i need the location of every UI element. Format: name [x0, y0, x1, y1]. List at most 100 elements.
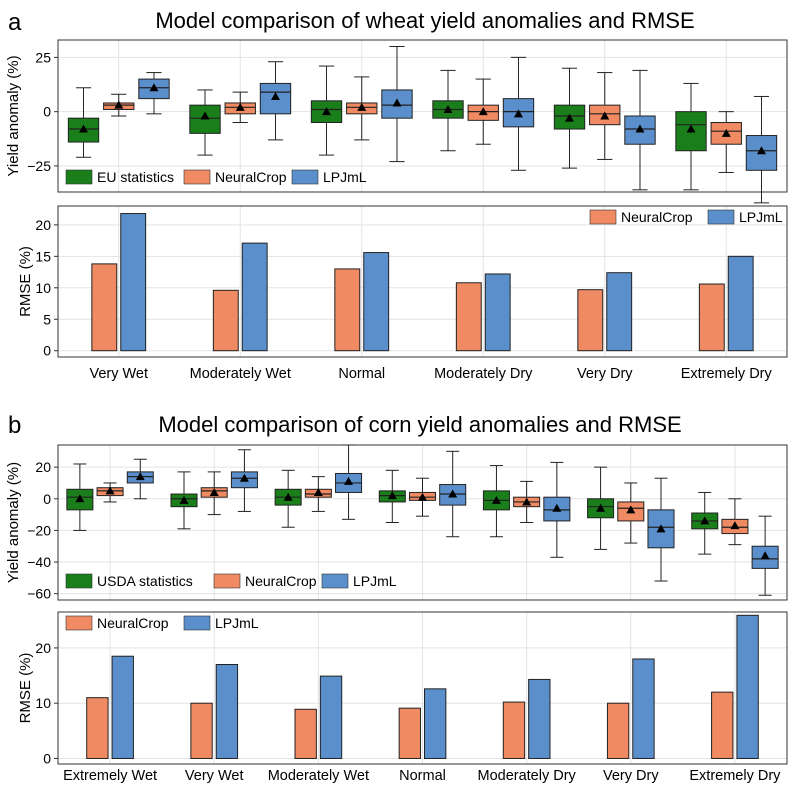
b-rmse-bar-lpjml-very-wet [215, 664, 239, 759]
a-rmse-frame [57, 205, 788, 358]
b-box-usda-statistics-extremely-wet-mean-marker [75, 494, 85, 503]
b-category-label-moderately-wet: Moderately Wet [268, 768, 369, 784]
a-box-eu-statistics-very-dry-mean-marker [565, 113, 575, 122]
a-box-ytick-label: 25 [35, 49, 51, 65]
b-rmse-legend-swatch-lpjml [183, 615, 211, 631]
b-box-usda-statistics-normal-mean-marker [387, 491, 397, 500]
b-box-usda-statistics-very-wet-mean-marker [179, 495, 189, 504]
b-rmse-ytick-label: 20 [35, 640, 51, 656]
a-box-eu-statistics-extremely-dry-mean-marker [686, 124, 696, 133]
b-box-legend-swatch-neuralcrop [213, 573, 241, 589]
a-category-label-very-dry: Very Dry [577, 366, 633, 382]
b-box-neuralcrop-normal-mean-marker [418, 492, 427, 501]
a-rmse-bar-lpjml-normal [363, 252, 390, 352]
b-box-legend-label-lpjml: LPJmL [353, 573, 397, 589]
a-rmse-bar-lpjml-moderately-wet [241, 242, 268, 352]
a-rmse-legend-swatch-lpjml [707, 209, 735, 225]
a-box-legend-label-eu-statistics: EU statistics [97, 169, 174, 185]
b-box-neuralcrop-moderately-wet-mean-marker [313, 487, 323, 496]
b-box-ytick-label: −60 [27, 586, 51, 602]
a-rmse-bar-neuralcrop-very-wet [91, 263, 118, 352]
b-box-legend-swatch-lpjml [321, 573, 349, 589]
a-box-lpjml-normal-mean-marker [392, 98, 402, 107]
b-rmse-bar-lpjml-very-dry [632, 658, 655, 759]
a-box-neuralcrop-moderately-wet-mean-marker [235, 102, 245, 111]
a-box-ytick-label: −25 [27, 158, 51, 174]
b-rmse-bar-neuralcrop-extremely-dry [711, 691, 734, 759]
b-box-lpjml-normal-mean-marker [448, 489, 458, 498]
a-category-label-very-wet: Very Wet [89, 366, 148, 382]
a-box-legend-swatch-neuralcrop [183, 169, 211, 185]
a-box-eu-statistics-moderately-wet-mean-marker [200, 111, 210, 120]
b-rmse-bar-neuralcrop-very-dry [606, 702, 630, 759]
a-category-label-moderately-dry: Moderately Dry [434, 366, 533, 382]
b-box-usda-statistics-very-dry-mean-marker [596, 503, 606, 512]
a-box-neuralcrop-very-wet-mean-marker [114, 100, 124, 109]
a-rmse-bar-neuralcrop-normal [334, 268, 361, 352]
b-box-neuralcrop-moderately-dry-mean-marker [522, 497, 532, 506]
b-rmse-bar-lpjml-extremely-wet [111, 655, 134, 759]
a-box-lpjml-extremely-dry-mean-marker [756, 146, 766, 155]
a-box-eu-statistics-moderately-wet-box [189, 104, 221, 134]
wheat-boxplot-chart: 25 0 −25 Yield anomaly (%) EU statistics Neur… [5, 39, 788, 204]
b-box-neuralcrop-extremely-dry-mean-marker [730, 521, 740, 530]
b-rmse-bar-neuralcrop-extremely-wet [86, 697, 109, 759]
a-box-legend-swatch-eu-statistics [65, 169, 93, 185]
a-rmse-legend-label-neuralcrop: NeuralCrop [621, 209, 693, 225]
b-box-lpjml-extremely-dry-mean-marker [760, 551, 770, 560]
a-box-lpjml-very-wet-mean-marker [149, 83, 159, 92]
b-box-ytick-label: −40 [27, 554, 51, 570]
a-box-legend-swatch-lpjml [291, 169, 319, 185]
a-rmse-ytick-label: 0 [43, 343, 51, 359]
b-rmse-bar-neuralcrop-moderately-wet [294, 708, 317, 759]
a-box-neuralcrop-very-dry-mean-marker [600, 111, 610, 120]
b-category-label-very-dry: Very Dry [603, 768, 659, 784]
panel-b-title: Model comparison of corn yield anomalies… [158, 412, 681, 437]
a-box-legend-label-lpjml: LPJmL [323, 169, 367, 185]
b-box-neuralcrop-very-wet-mean-marker [209, 487, 219, 496]
panel-a: a Model comparison of wheat yield anomal… [5, 8, 788, 382]
panel-letter-b: b [8, 412, 21, 439]
a-rmse-ytick-label: 5 [43, 311, 51, 327]
a-rmse-ytick-label: 15 [35, 248, 51, 264]
b-category-label-moderately-dry: Moderately Dry [477, 768, 576, 784]
a-rmse-bar-lpjml-moderately-dry [484, 273, 511, 352]
a-box-lpjml-very-dry-mean-marker [635, 124, 645, 133]
corn-boxplot-chart: 20 0 −20 −40 −60 Yield anomaly (%) USDA statis… [5, 444, 788, 602]
panel-b: b Model comparison of corn yield anomali… [5, 412, 788, 784]
b-box-legend-label-usda-statistics: USDA statistics [97, 573, 193, 589]
a-rmse-bar-neuralcrop-moderately-dry [455, 282, 482, 352]
a-rmse-ytick-label: 20 [35, 217, 51, 233]
a-box-lpjml-moderately-wet-mean-marker [270, 91, 280, 100]
b-box-lpjml-moderately-dry-mean-marker [552, 503, 562, 512]
b-category-label-extremely-dry: Extremely Dry [689, 768, 781, 784]
b-category-label-normal: Normal [399, 768, 446, 784]
a-rmse-legend-swatch-neuralcrop [589, 209, 617, 225]
b-box-usda-statistics-moderately-wet-mean-marker [283, 492, 293, 501]
a-rmse-bar-neuralcrop-extremely-dry [698, 283, 725, 352]
b-box-legend-label-neuralcrop: NeuralCrop [245, 573, 317, 589]
b-box-lpjml-very-dry-mean-marker [656, 524, 666, 533]
a-rmse-bar-lpjml-very-dry [606, 272, 633, 352]
a-box-eu-statistics-moderately-dry-mean-marker [443, 104, 453, 113]
b-rmse-legend-label-neuralcrop: NeuralCrop [97, 615, 169, 631]
b-box-lpjml-very-wet-mean-marker [239, 473, 249, 482]
a-rmse-bar-neuralcrop-moderately-wet [212, 289, 239, 352]
b-box-legend-swatch-usda-statistics [65, 573, 93, 589]
b-box-neuralcrop-very-dry-mean-marker [626, 505, 636, 514]
a-rmse-bar-lpjml-extremely-dry [727, 255, 754, 352]
b-box-ytick-label: 20 [35, 459, 51, 475]
b-rmse-bar-lpjml-moderately-dry [528, 678, 551, 759]
a-rmse-bar-neuralcrop-very-dry [577, 289, 604, 352]
a-box-neuralcrop-extremely-dry-mean-marker [721, 128, 731, 137]
panel-letter-a: a [8, 9, 22, 36]
b-box-lpjml-extremely-wet-mean-marker [135, 472, 145, 481]
b-rmse-frame [57, 611, 788, 765]
a-category-label-moderately-wet: Moderately Wet [190, 366, 291, 382]
a-box-eu-statistics-very-wet-mean-marker [79, 124, 89, 133]
a-category-label-extremely-dry: Extremely Dry [681, 366, 773, 382]
b-box-y-axis-label: Yield anomaly (%) [5, 462, 22, 583]
